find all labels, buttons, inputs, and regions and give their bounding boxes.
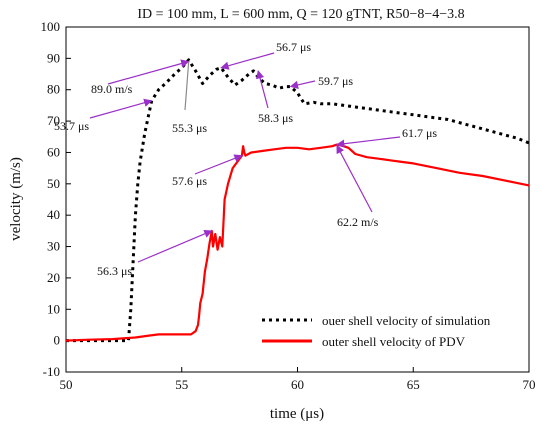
annotation-arrow <box>289 80 316 89</box>
legend-label-pdv: outer shell velocity of PDV <box>322 334 466 349</box>
x-tick-label: 60 <box>291 377 304 392</box>
annotation-label: 56.7 μs <box>276 40 311 54</box>
annotation-label: 62.2 m/s <box>337 215 379 229</box>
y-axis-title: velocity (m/s) <box>8 157 24 241</box>
annotation-arrow <box>137 229 213 263</box>
series-layer <box>65 58 530 343</box>
x-axis-title: time (μs) <box>270 406 324 422</box>
annotation-arrow <box>336 136 401 148</box>
annotations-layer: 89.0 m/s 53.7 μs 55.3 μs 56.7 μs 58.3 μs 59.7… <box>54 40 437 278</box>
annotation-arrow <box>107 59 190 85</box>
annotation-label: 56.3 μs <box>97 264 132 278</box>
annotation-label: 61.7 μs <box>402 126 437 140</box>
y-tick-label: 20 <box>47 270 60 285</box>
series-line-pdv <box>65 143 530 342</box>
y-tick-label: 40 <box>47 207 60 222</box>
annotation-label: 53.7 μs <box>54 119 89 133</box>
y-tick-label: 10 <box>47 301 60 316</box>
annotation-label: 59.7 μs <box>318 74 353 88</box>
x-tick-label: 55 <box>175 377 188 392</box>
annotation-arrow <box>256 70 269 109</box>
y-tick-label: 50 <box>47 176 60 191</box>
annotation-arrow <box>184 61 190 111</box>
annotation-label: 58.3 μs <box>258 111 293 125</box>
ticks-layer: 50 55 60 65 70 -10 0 10 20 30 40 50 60 70 80 90 100 <box>41 19 536 392</box>
y-tick-label: 90 <box>47 50 60 65</box>
x-tick-label: 50 <box>60 377 73 392</box>
y-tick-label: 80 <box>47 82 60 97</box>
y-tick-label: -10 <box>43 364 60 379</box>
annotation-label: 55.3 μs <box>172 121 207 135</box>
y-tick-label: 0 <box>54 333 61 348</box>
annotation-arrow <box>89 98 153 119</box>
legend-label-simulation: ouer shell velocity of simulation <box>322 313 491 328</box>
annotation-arrow <box>220 52 275 70</box>
legend: ouer shell velocity of simulation outer … <box>262 313 491 349</box>
annotation-label: 57.6 μs <box>172 174 207 188</box>
series-line-simulation <box>66 58 530 343</box>
chart-title: ID = 100 mm, L = 600 mm, Q = 120 gTNT, R… <box>137 7 464 22</box>
y-tick-label: 70 <box>47 113 60 128</box>
y-tick-label: 30 <box>47 239 60 254</box>
annotation-arrow <box>336 144 373 213</box>
y-tick-label: 60 <box>47 144 60 159</box>
annotation-label: 89.0 m/s <box>91 82 133 96</box>
y-tick-label: 100 <box>41 19 61 34</box>
x-tick-label: 70 <box>523 377 536 392</box>
annotation-arrow <box>194 154 243 175</box>
x-tick-label: 65 <box>407 377 420 392</box>
